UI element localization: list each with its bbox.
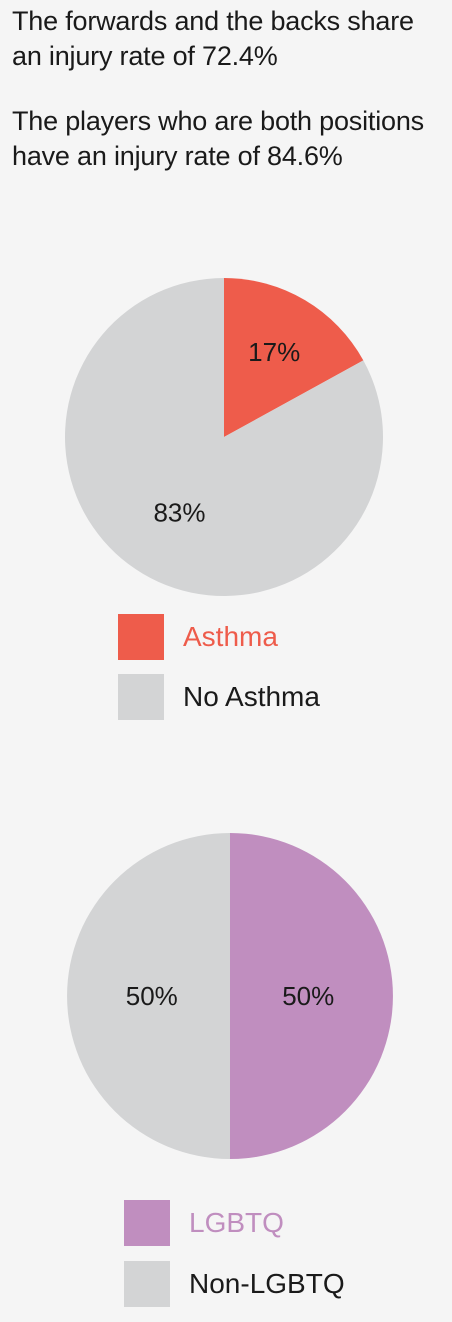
stat-text-both-positions: The players who are both positions have …: [12, 104, 448, 174]
pie-label-non-lgbtq: 50%: [126, 981, 178, 1011]
lgbtq-pie-chart: 50% 50%: [67, 833, 393, 1159]
legend-swatch-asthma: [118, 614, 164, 660]
pie-slice-non-lgbtq: [67, 833, 230, 1159]
legend-label-asthma: Asthma: [183, 621, 278, 652]
stat-line-2: an injury rate of 72.4%: [12, 41, 278, 71]
pie-slice-asthma: [224, 278, 364, 437]
legend-swatch-non-lgbtq: [124, 1261, 170, 1307]
pie-slice-lgbtq: [230, 833, 393, 1159]
legend-swatch-lgbtq: [124, 1200, 170, 1246]
legend-label-non-lgbtq: Non-LGBTQ: [189, 1268, 345, 1299]
stat-line-1: The forwards and the backs share: [12, 6, 414, 36]
legend-label-no-asthma: No Asthma: [183, 681, 320, 712]
legend-swatch-no-asthma: [118, 674, 164, 720]
pie-label-asthma: 17%: [248, 337, 300, 367]
stat-text-forwards-backs: The forwards and the backs share an inju…: [12, 4, 448, 74]
pie-slice-no-asthma: [64, 278, 383, 596]
stat-line-4: have an injury rate of 84.6%: [12, 141, 343, 171]
asthma-pie-chart: 17% 83%: [64, 278, 383, 596]
pie-label-no-asthma: 83%: [153, 497, 205, 527]
legend-label-lgbtq: LGBTQ: [189, 1207, 284, 1238]
pie-label-lgbtq: 50%: [282, 981, 334, 1011]
stat-line-3: The players who are both positions: [12, 106, 424, 136]
